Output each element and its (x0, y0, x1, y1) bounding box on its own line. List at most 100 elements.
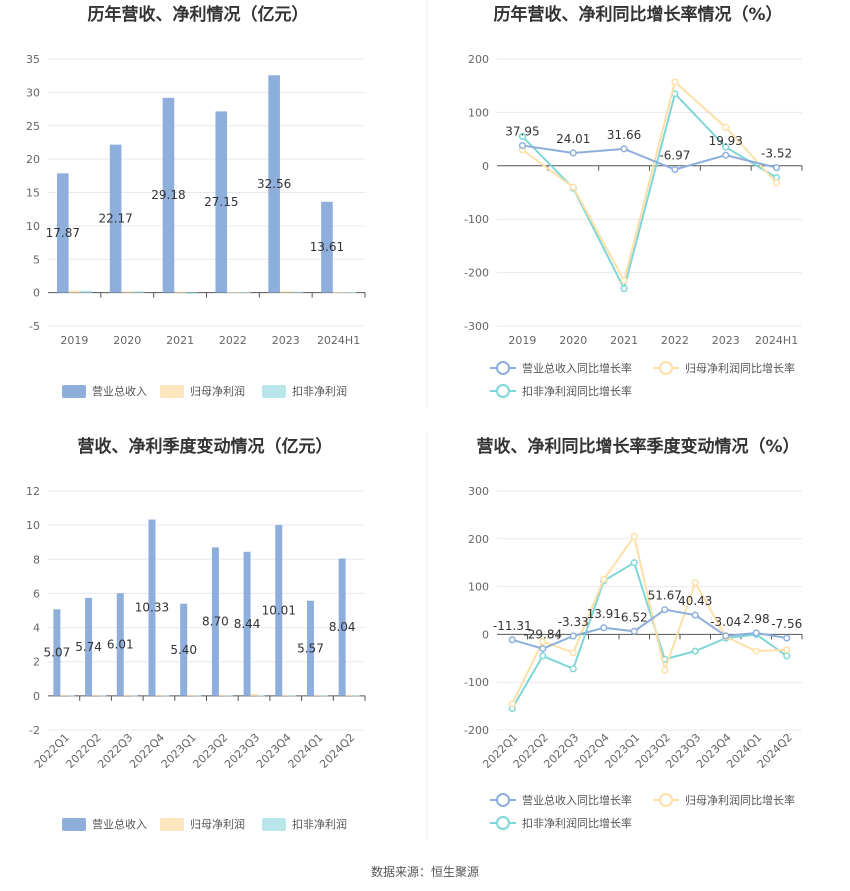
data-label: 19.93 (709, 134, 743, 148)
legend-marker (496, 384, 510, 398)
data-point-营业总收入同比增长率 (661, 606, 669, 614)
y-tick-label: -100 (464, 676, 489, 689)
bar-扣非净利润 (344, 292, 357, 294)
data-point-营业总收入同比增长率 (752, 629, 760, 637)
data-label: 5.57 (297, 641, 324, 655)
data-label: 27.15 (204, 195, 238, 209)
legend-swatch (62, 818, 86, 831)
bar-归母净利润 (250, 693, 258, 696)
data-label: 8.70 (202, 615, 229, 629)
data-label: 13.61 (310, 240, 344, 254)
bar-扣非净利润 (99, 695, 107, 697)
y-tick-label: 200 (468, 53, 489, 66)
bar-扣非净利润 (130, 695, 138, 697)
y-tick-label: 0 (33, 287, 40, 300)
data-label: 13.91 (587, 607, 621, 621)
data-point-营业总收入同比增长率 (620, 145, 628, 153)
y-tick-label: -300 (464, 320, 489, 333)
bar-营业总收入 (243, 551, 251, 696)
legend-label: 归母净利润同比增长率 (685, 361, 795, 375)
bar-扣非净利润 (257, 695, 265, 697)
x-tick-label: 2024H1 (755, 334, 798, 347)
legend-swatch (62, 385, 86, 398)
data-point-归母净利润同比增长率 (508, 700, 516, 708)
data-point-营业总收入同比增长率 (508, 636, 516, 644)
y-tick-label: 0 (482, 628, 489, 641)
data-label: -29.84 (523, 628, 562, 642)
data-point-归母净利润同比增长率 (722, 123, 730, 131)
bar-扣非净利润 (185, 292, 198, 294)
data-label: 29.18 (151, 188, 185, 202)
bar-营业总收入 (53, 609, 61, 696)
series-line-扣非净利润同比增长率 (521, 91, 778, 292)
data-source: 数据来源：恒生聚源 (371, 864, 479, 879)
x-tick-label: 2022 (661, 334, 689, 347)
bar-归母净利润 (187, 695, 195, 696)
x-tick-label: 2023 (272, 334, 300, 347)
y-tick-label: 30 (26, 86, 40, 99)
data-label: 6.01 (107, 638, 134, 652)
y-tick-label: -200 (464, 267, 489, 280)
bar-扣非净利润 (352, 695, 360, 697)
data-label: 37.95 (505, 125, 539, 139)
y-tick-label: 10 (26, 220, 40, 233)
legend-label: 营业总收入 (92, 817, 147, 831)
bar-营业总收入 (321, 201, 333, 293)
data-point-营业总收入同比增长率 (671, 165, 679, 174)
bar-归母净利润 (92, 695, 100, 696)
x-tick-label: 2020 (113, 334, 141, 347)
data-label: 5.07 (44, 646, 71, 660)
data-point-营业总收入同比增长率 (773, 164, 781, 172)
bar-营业总收入 (338, 558, 346, 696)
y-tick-label: 100 (468, 581, 489, 594)
bar-归母净利润 (121, 291, 134, 293)
data-label: -6.97 (659, 149, 690, 163)
series-line-营业总收入同比增长率 (522, 144, 777, 171)
data-point-扣非净利润同比增长率 (783, 652, 791, 660)
annual-revenue-profit-chart: 历年营收、净利情况（亿元） -5 0 5 10 15 20 25 30 35 2019 2020 20… (26, 4, 366, 398)
data-label: 17.87 (46, 226, 80, 240)
bar-扣非净利润 (291, 291, 304, 293)
legend-label: 营业总收入同比增长率 (522, 361, 632, 375)
bar-扣非净利润 (133, 291, 145, 293)
legend-swatch (262, 818, 286, 831)
bar-营业总收入 (85, 597, 93, 696)
data-label: -7.56 (771, 617, 802, 631)
bar-归母净利润 (282, 695, 290, 696)
y-tick-label: 25 (26, 120, 40, 133)
chart-title: 历年营收、净利同比增长率情况（%） (493, 4, 782, 25)
legend-label: 扣非净利润 (292, 817, 347, 831)
y-tick-label: 0 (33, 690, 40, 703)
series-line-归母净利润同比增长率 (521, 80, 778, 284)
data-label: 10.01 (262, 603, 296, 617)
quarterly-growth-rate-chart: 营收、净利同比增长率季度变动情况（%） -200-100010020030020… (464, 436, 803, 830)
data-point-营业总收入同比增长率 (691, 611, 699, 619)
legend-label: 归母净利润同比增长率 (685, 793, 795, 807)
legend-label: 扣非净利润 (292, 384, 347, 398)
data-label: 22.17 (98, 212, 132, 226)
legend-swatch (160, 385, 184, 398)
bar-扣非净利润 (80, 290, 92, 293)
data-label: -11.31 (493, 619, 532, 633)
data-label: 40.43 (678, 594, 712, 608)
bar-营业总收入 (215, 111, 228, 293)
legend-swatch (160, 818, 184, 831)
bar-扣非净利润 (320, 695, 328, 697)
x-tick-label: 2019 (60, 334, 88, 347)
data-point-营业总收入同比增长率 (630, 627, 638, 635)
bar-扣非净利润 (289, 695, 297, 697)
data-point-归母净利润同比增长率 (752, 647, 760, 655)
bar-营业总收入 (116, 593, 124, 696)
data-point-扣非净利润同比增长率 (539, 652, 547, 660)
y-tick-label: 5 (33, 253, 40, 266)
data-point-归母净利润同比增长率 (773, 179, 781, 187)
data-label: 24.01 (556, 132, 590, 146)
x-tick-label: 2021 (166, 334, 194, 347)
series-line-归母净利润同比增长率 (511, 534, 787, 705)
bar-营业总收入 (148, 519, 156, 696)
data-point-扣非净利润同比增长率 (620, 285, 628, 293)
y-tick-label: 10 (26, 519, 40, 532)
data-point-营业总收入同比增长率 (569, 149, 577, 157)
data-point-归母净利润同比增长率 (661, 666, 669, 674)
